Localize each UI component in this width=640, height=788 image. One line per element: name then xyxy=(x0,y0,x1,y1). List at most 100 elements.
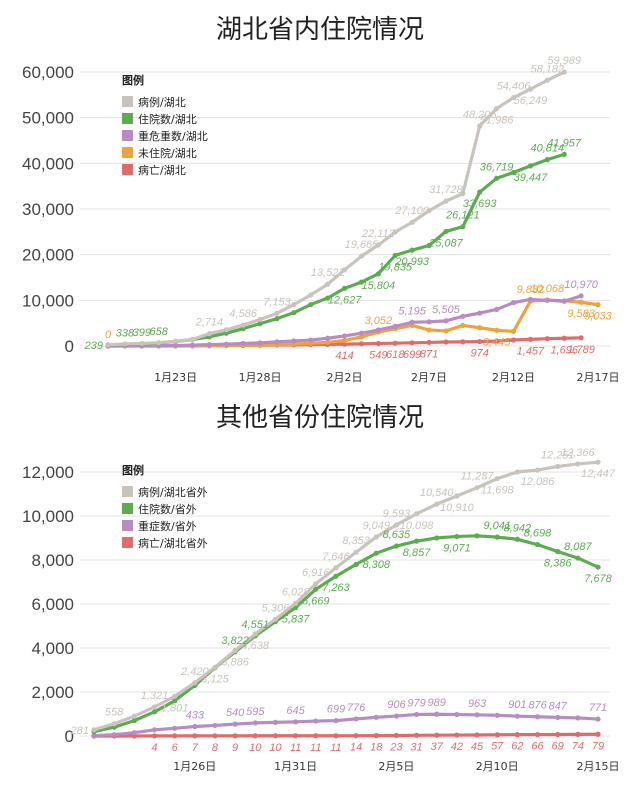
data-point xyxy=(393,732,399,739)
data-point xyxy=(434,501,440,507)
legend-swatch xyxy=(122,486,133,497)
legend-entry: 重症数/省外 xyxy=(138,519,197,533)
data-point xyxy=(373,534,379,540)
data-label: 8,635 xyxy=(383,529,411,541)
data-label: 9,832 xyxy=(517,284,545,296)
gridlines xyxy=(80,71,610,347)
data-point xyxy=(232,721,238,727)
data-point xyxy=(514,713,520,719)
legend-swatch xyxy=(122,130,133,141)
legend-swatch xyxy=(122,164,133,175)
data-label: 8,308 xyxy=(362,559,390,571)
data-label: 4 xyxy=(151,742,157,754)
x-tick-label: 2月10日 xyxy=(476,760,519,773)
data-label: 6,916 xyxy=(302,567,330,579)
data-label: 7,153 xyxy=(263,296,291,308)
series-line xyxy=(92,460,600,732)
data-label: 1,321 xyxy=(141,690,169,702)
data-label: 40,814 xyxy=(530,143,564,155)
data-label: 399 xyxy=(133,327,151,339)
data-point xyxy=(460,322,466,329)
data-label: 9,041 xyxy=(483,520,511,532)
data-point xyxy=(460,313,466,319)
data-point xyxy=(223,327,229,333)
data-point xyxy=(151,733,158,739)
data-label: 10,910 xyxy=(440,502,475,514)
data-point xyxy=(454,533,460,540)
x-tick-label: 2月12日 xyxy=(492,371,535,384)
data-label: 9,033 xyxy=(584,311,612,323)
data-label: 433 xyxy=(186,709,205,721)
data-point xyxy=(358,334,365,340)
data-point xyxy=(341,267,348,273)
data-point xyxy=(409,247,415,253)
data-point xyxy=(426,208,432,214)
legend-entry: 病例/湖北省外 xyxy=(138,485,208,499)
data-point xyxy=(373,714,379,720)
legend-swatch xyxy=(122,113,133,124)
data-label: 41,957 xyxy=(547,137,582,149)
data-point xyxy=(555,731,561,738)
data-label: 8,087 xyxy=(564,541,592,553)
data-label: 37 xyxy=(431,741,444,753)
legend-entry: 重危重数/湖北 xyxy=(138,129,208,143)
data-point xyxy=(156,340,162,346)
data-point xyxy=(313,733,319,739)
data-label: 59,989 xyxy=(547,55,581,67)
data-point xyxy=(189,336,196,343)
data-label: 27,100 xyxy=(394,205,430,217)
x-tick-label: 2月17日 xyxy=(577,371,620,384)
data-point xyxy=(409,340,415,346)
data-label: 6,028 xyxy=(282,586,310,598)
data-point xyxy=(341,285,348,291)
y-axis-ticks: 0 2,000 4,000 6,000 8,000 10,000 12,000 xyxy=(22,463,74,746)
data-label: 1,801 xyxy=(161,702,189,714)
data-label: 62 xyxy=(511,741,523,753)
y-tick-label: 10,000 xyxy=(22,291,74,310)
data-point xyxy=(460,339,466,345)
chart-title: 湖北省内住院情况 xyxy=(216,15,424,45)
legend-entry: 病亡/湖北 xyxy=(138,163,186,177)
data-point xyxy=(308,301,314,308)
data-point xyxy=(206,331,212,337)
y-tick-label: 50,000 xyxy=(22,109,74,128)
data-point xyxy=(308,292,314,298)
series-group xyxy=(91,459,601,739)
data-point xyxy=(595,564,601,570)
data-label: 12,447 xyxy=(581,468,616,480)
data-point xyxy=(325,295,331,301)
x-axis-ticks: 1月23日 1月28日 2月2日 2月7日 2月12日 2月17日 xyxy=(154,371,619,384)
data-point xyxy=(426,339,432,346)
data-label: 979 xyxy=(407,697,425,709)
data-label: 3,886 xyxy=(221,657,249,669)
y-tick-label: 0 xyxy=(65,727,74,746)
data-point xyxy=(575,715,581,721)
data-label: 10,970 xyxy=(564,279,599,291)
data-point xyxy=(494,105,500,112)
data-label: 239 xyxy=(84,340,103,352)
data-label: 15,804 xyxy=(362,280,396,292)
data-label: 19,665 xyxy=(345,239,380,251)
data-label: 10,540 xyxy=(420,487,455,499)
legend-entry: 病例/湖北 xyxy=(138,95,186,109)
data-point xyxy=(293,733,299,739)
data-point xyxy=(443,198,449,204)
data-point xyxy=(555,463,561,470)
legend-title: 图例 xyxy=(122,73,144,87)
data-label: 5,195 xyxy=(398,305,426,317)
data-label: 5,837 xyxy=(282,614,310,626)
data-label: 12,251 xyxy=(541,449,575,461)
data-label: 4,551 xyxy=(242,619,270,631)
y-tick-label: 12,000 xyxy=(22,463,74,482)
data-point xyxy=(373,550,379,556)
data-point xyxy=(555,548,561,555)
data-point xyxy=(105,342,111,348)
data-point xyxy=(434,711,440,717)
data-label: 3,052 xyxy=(365,315,393,327)
x-tick-label: 2月7日 xyxy=(411,371,447,384)
data-label: 10 xyxy=(269,742,282,754)
data-label: 0 xyxy=(105,329,112,341)
chart-panel-other-provinces: 其他省份住院情况 0 2,000 4,000 6,000 8,000 10,000 12,0… xyxy=(22,403,620,773)
legend-entry: 住院数/湖北 xyxy=(138,112,197,126)
